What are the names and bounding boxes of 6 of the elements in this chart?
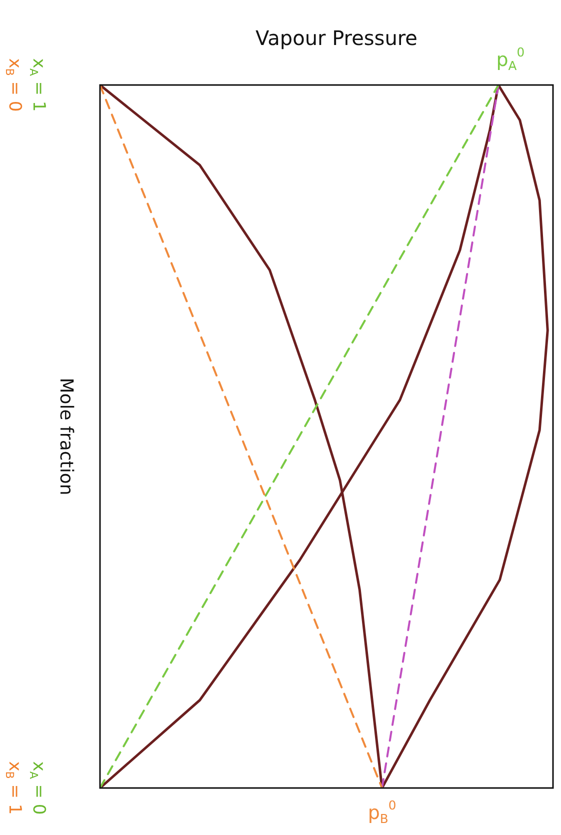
- y-axis-title: Mole fraction: [55, 378, 76, 496]
- y-tick-label: xA = 1: [27, 58, 49, 112]
- y2-tick-label: xB = 1: [3, 761, 25, 815]
- y-tick-label: xA = 0: [27, 761, 49, 815]
- y2-tick-label: xB = 0: [3, 58, 25, 112]
- chart-title: Vapour Pressure: [256, 26, 418, 50]
